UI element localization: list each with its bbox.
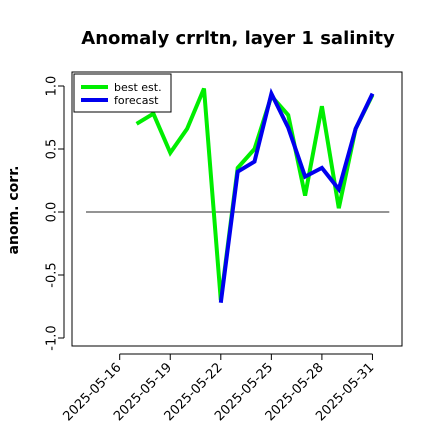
legend-label: best est. [114, 81, 162, 94]
y-tick-label: 0.5 [45, 139, 60, 160]
y-tick-label: 1.0 [45, 76, 60, 97]
series-line-forecast [218, 87, 375, 303]
y-tick-label: 0.0 [45, 202, 60, 223]
series-line-best-est [135, 87, 375, 301]
plot-frame [71, 71, 403, 347]
y-axis-label: anom. corr. [6, 166, 22, 255]
legend-box [73, 73, 172, 113]
legend-label: forecast [114, 94, 159, 107]
y-tick-label: -0.5 [45, 262, 60, 287]
plot-area: -1.0-0.50.00.51.02025-05-162025-05-19202… [45, 71, 403, 424]
y-tick-label: -1.0 [45, 325, 60, 350]
chart-title: Anomaly crrltn, layer 1 salinity [81, 28, 395, 49]
